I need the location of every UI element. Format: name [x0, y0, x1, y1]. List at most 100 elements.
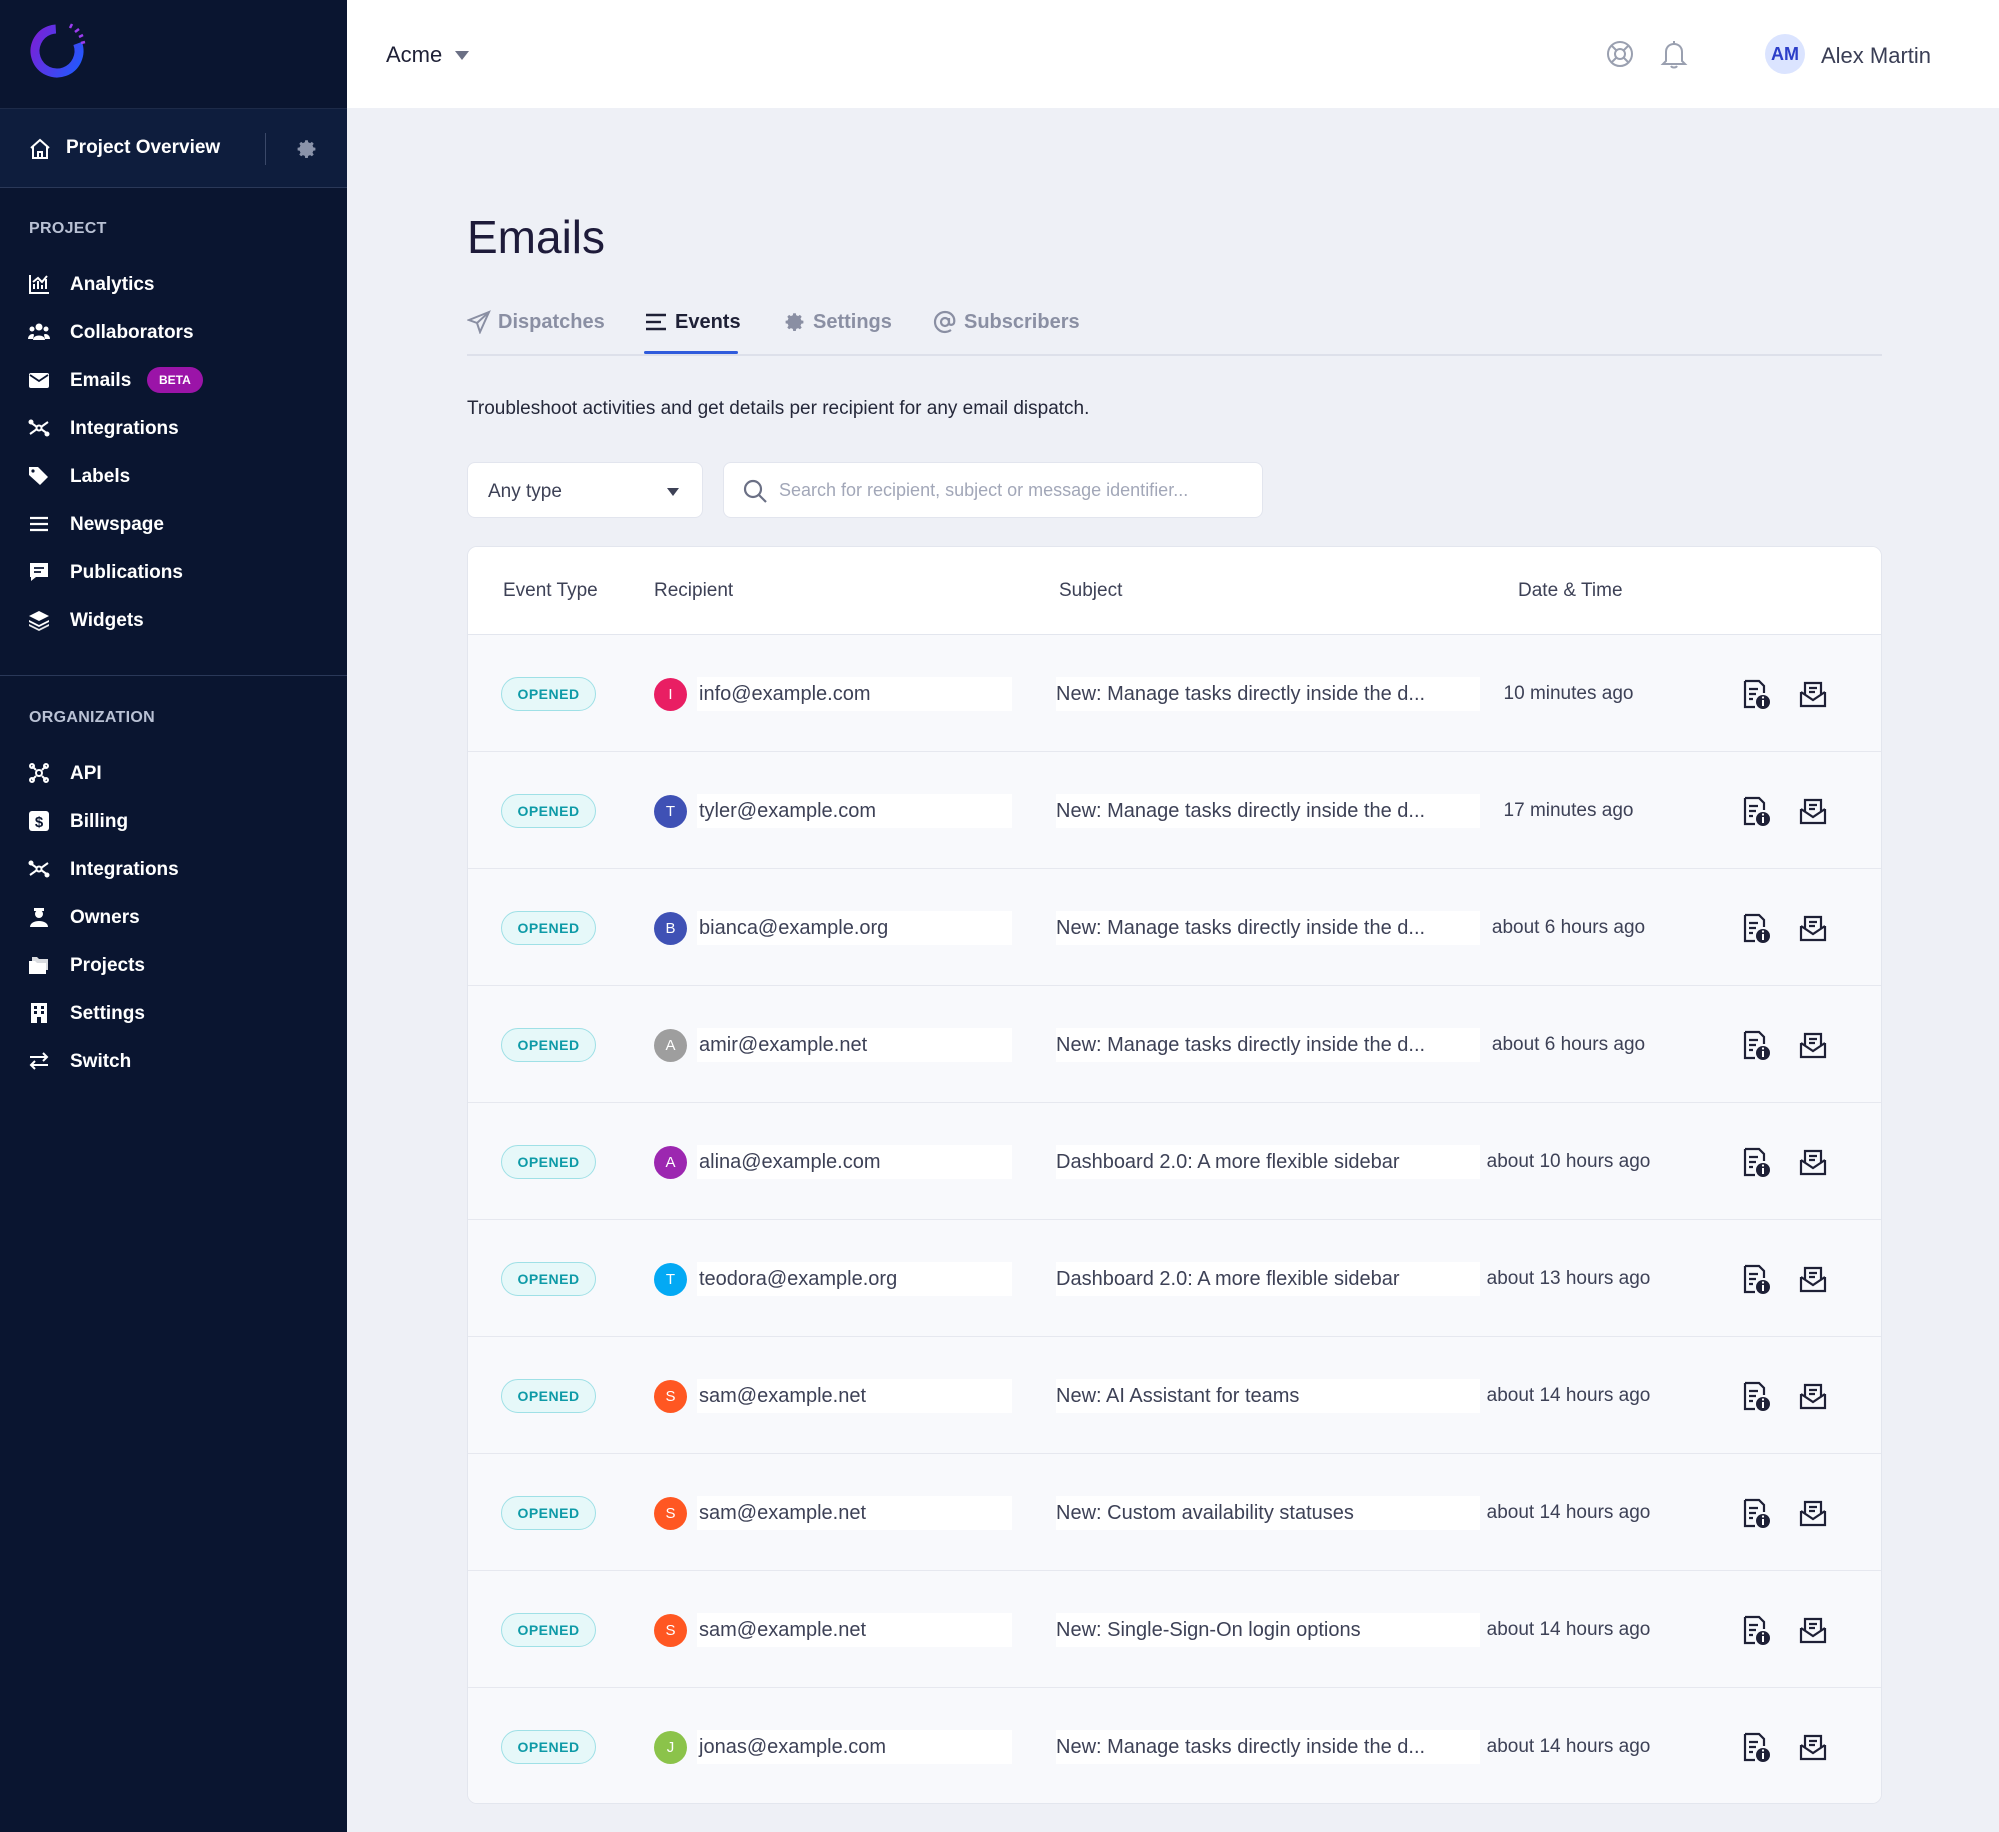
logo-icon[interactable]: [28, 22, 86, 80]
sidebar-item-switch[interactable]: Switch: [0, 1039, 347, 1083]
sidebar-item-settings[interactable]: Settings: [0, 991, 347, 1035]
folders-icon: [29, 957, 48, 974]
caret-down-icon: [667, 488, 679, 496]
view-email-icon[interactable]: [1798, 1498, 1828, 1528]
view-email-icon[interactable]: [1798, 913, 1828, 943]
lifebuoy-icon[interactable]: [1606, 40, 1634, 68]
divider: [265, 133, 266, 165]
chevron-down-icon[interactable]: [455, 51, 469, 60]
event-type-select[interactable]: Any type: [467, 462, 703, 518]
avatar: S: [654, 1497, 687, 1530]
column-header-subject[interactable]: Subject: [1059, 580, 1123, 601]
sidebar-item-label: Projects: [70, 955, 145, 976]
details-doc-icon[interactable]: [1740, 1147, 1772, 1179]
email-subject[interactable]: New: Manage tasks directly inside the d.…: [1056, 1730, 1480, 1764]
view-email-icon[interactable]: [1798, 1030, 1828, 1060]
sidebar-item-org-integrations[interactable]: Integrations: [0, 847, 347, 891]
sidebar-item-emails[interactable]: Emails BETA: [0, 358, 347, 402]
email-subject[interactable]: Dashboard 2.0: A more flexible sidebar: [1056, 1262, 1480, 1296]
details-doc-icon[interactable]: [1740, 1030, 1772, 1062]
recipient-email[interactable]: amir@example.net: [697, 1028, 1012, 1062]
recipient-email[interactable]: sam@example.net: [697, 1379, 1012, 1413]
email-subject[interactable]: New: Manage tasks directly inside the d.…: [1056, 1028, 1480, 1062]
recipient-email[interactable]: jonas@example.com: [697, 1730, 1012, 1764]
project-overview-bar[interactable]: Project Overview: [0, 108, 347, 188]
svg-text:$: $: [35, 814, 44, 831]
recipient-email[interactable]: tyler@example.com: [697, 794, 1012, 828]
recipient-email[interactable]: sam@example.net: [697, 1613, 1012, 1647]
view-email-icon[interactable]: [1798, 796, 1828, 826]
view-email-icon[interactable]: [1798, 679, 1828, 709]
view-email-icon[interactable]: [1798, 1264, 1828, 1294]
recipient-email[interactable]: teodora@example.org: [697, 1262, 1012, 1296]
sidebar-item-publications[interactable]: Publications: [0, 550, 347, 594]
details-doc-icon[interactable]: [1740, 796, 1772, 828]
email-subject[interactable]: New: Manage tasks directly inside the d.…: [1056, 677, 1480, 711]
email-subject[interactable]: New: AI Assistant for teams: [1056, 1379, 1480, 1413]
avatar[interactable]: AM: [1765, 34, 1805, 74]
sidebar-item-projects[interactable]: Projects: [0, 943, 347, 987]
recipient-email[interactable]: info@example.com: [697, 677, 1012, 711]
sidebar-item-widgets[interactable]: Widgets: [0, 598, 347, 642]
details-doc-icon[interactable]: [1740, 1264, 1772, 1296]
sidebar-item-labels[interactable]: Labels: [0, 454, 347, 498]
sidebar-item-label: Labels: [70, 466, 131, 487]
column-header-recipient[interactable]: Recipient: [654, 580, 734, 601]
home-icon: [30, 138, 50, 159]
search-input[interactable]: [779, 475, 1249, 505]
details-doc-icon[interactable]: [1740, 1615, 1772, 1647]
recipient-email[interactable]: sam@example.net: [697, 1496, 1012, 1530]
sidebar-item-integrations[interactable]: Integrations: [0, 406, 347, 450]
beta-badge: BETA: [147, 367, 203, 393]
sidebar-item-collaborators[interactable]: Collaborators: [0, 310, 347, 354]
event-date: about 6 hours ago: [1491, 917, 1646, 938]
view-email-icon[interactable]: [1798, 1732, 1828, 1762]
sidebar-item-label: Switch: [70, 1051, 132, 1072]
email-subject[interactable]: New: Custom availability statuses: [1056, 1496, 1480, 1530]
sidebar-item-newspage[interactable]: Newspage: [0, 502, 347, 546]
recipient-email[interactable]: alina@example.com: [697, 1145, 1012, 1179]
gear-icon[interactable]: [294, 137, 318, 161]
sidebar-item-billing[interactable]: $ Billing: [0, 799, 347, 843]
avatar: S: [654, 1614, 687, 1647]
user-name[interactable]: Alex Martin: [1821, 43, 1932, 68]
column-header-event-type[interactable]: Event Type: [503, 580, 598, 601]
details-doc-icon[interactable]: [1740, 913, 1772, 945]
details-doc-icon[interactable]: [1740, 1381, 1772, 1413]
view-email-icon[interactable]: [1798, 1381, 1828, 1411]
sidebar-item-owners[interactable]: Owners: [0, 895, 347, 939]
details-doc-icon[interactable]: [1740, 679, 1772, 711]
view-email-icon[interactable]: [1798, 1615, 1828, 1645]
recipient-email[interactable]: bianca@example.org: [697, 911, 1012, 945]
org-switcher[interactable]: Acme: [386, 42, 443, 67]
integrations-icon: [28, 419, 50, 437]
column-header-date-time[interactable]: Date & Time: [1518, 580, 1623, 601]
sidebar-item-label: Integrations: [70, 418, 179, 439]
email-subject[interactable]: New: Manage tasks directly inside the d.…: [1056, 911, 1480, 945]
details-doc-icon[interactable]: [1740, 1732, 1772, 1764]
details-doc-icon[interactable]: [1740, 1498, 1772, 1530]
email-subject[interactable]: Dashboard 2.0: A more flexible sidebar: [1056, 1145, 1480, 1179]
email-subject[interactable]: New: Single-Sign-On login options: [1056, 1613, 1480, 1647]
bell-icon[interactable]: [1660, 39, 1688, 69]
event-date: about 14 hours ago: [1486, 1619, 1651, 1640]
event-date: about 13 hours ago: [1486, 1268, 1651, 1289]
search-box[interactable]: [723, 462, 1263, 518]
email-subject[interactable]: New: Manage tasks directly inside the d.…: [1056, 794, 1480, 828]
view-email-icon[interactable]: [1798, 1147, 1828, 1177]
sidebar-item-analytics[interactable]: Analytics: [0, 262, 347, 306]
event-date: about 14 hours ago: [1486, 1502, 1651, 1523]
send-icon: [467, 310, 491, 334]
sidebar-item-api[interactable]: API: [0, 751, 347, 795]
project-overview-label[interactable]: Project Overview: [66, 137, 221, 158]
